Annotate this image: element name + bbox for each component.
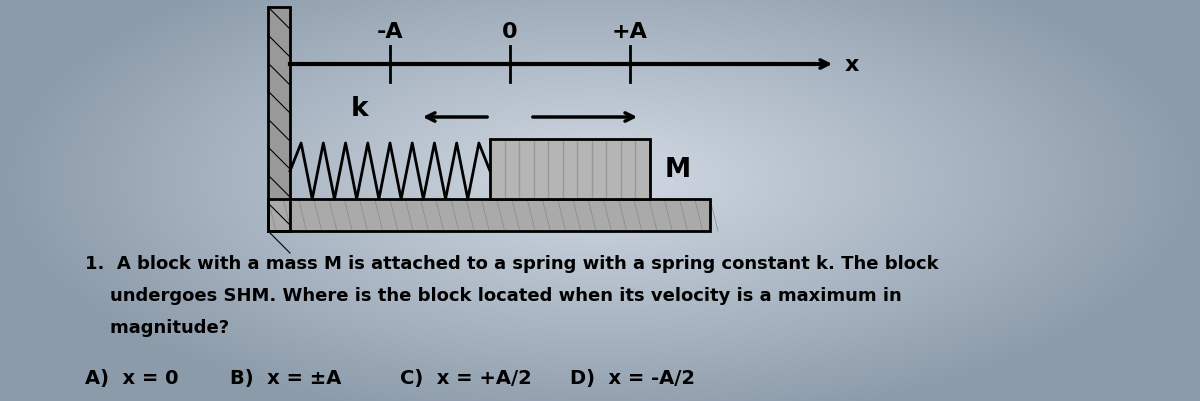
Text: D)  x = -A/2: D) x = -A/2 [570,368,695,387]
Bar [268,8,290,231]
Text: 0: 0 [502,22,518,42]
Bar [490,140,650,200]
Text: 1.  A block with a mass M is attached to a spring with a spring constant k. The : 1. A block with a mass M is attached to … [85,254,938,272]
Text: x: x [845,55,859,75]
Bar [490,140,650,200]
Text: undergoes SHM. Where is the block located when its velocity is a maximum in: undergoes SHM. Where is the block locate… [85,286,901,304]
Text: magnitude?: magnitude? [85,318,229,336]
Text: +A: +A [612,22,648,42]
Text: C)  x = +A/2: C) x = +A/2 [400,368,532,387]
Text: A)  x = 0: A) x = 0 [85,368,179,387]
Text: k: k [352,96,368,122]
Text: M: M [665,157,691,182]
Text: -A: -A [377,22,403,42]
Bar [268,200,710,231]
Text: B)  x = ±A: B) x = ±A [230,368,341,387]
Bar [268,8,290,231]
Bar [268,200,710,231]
